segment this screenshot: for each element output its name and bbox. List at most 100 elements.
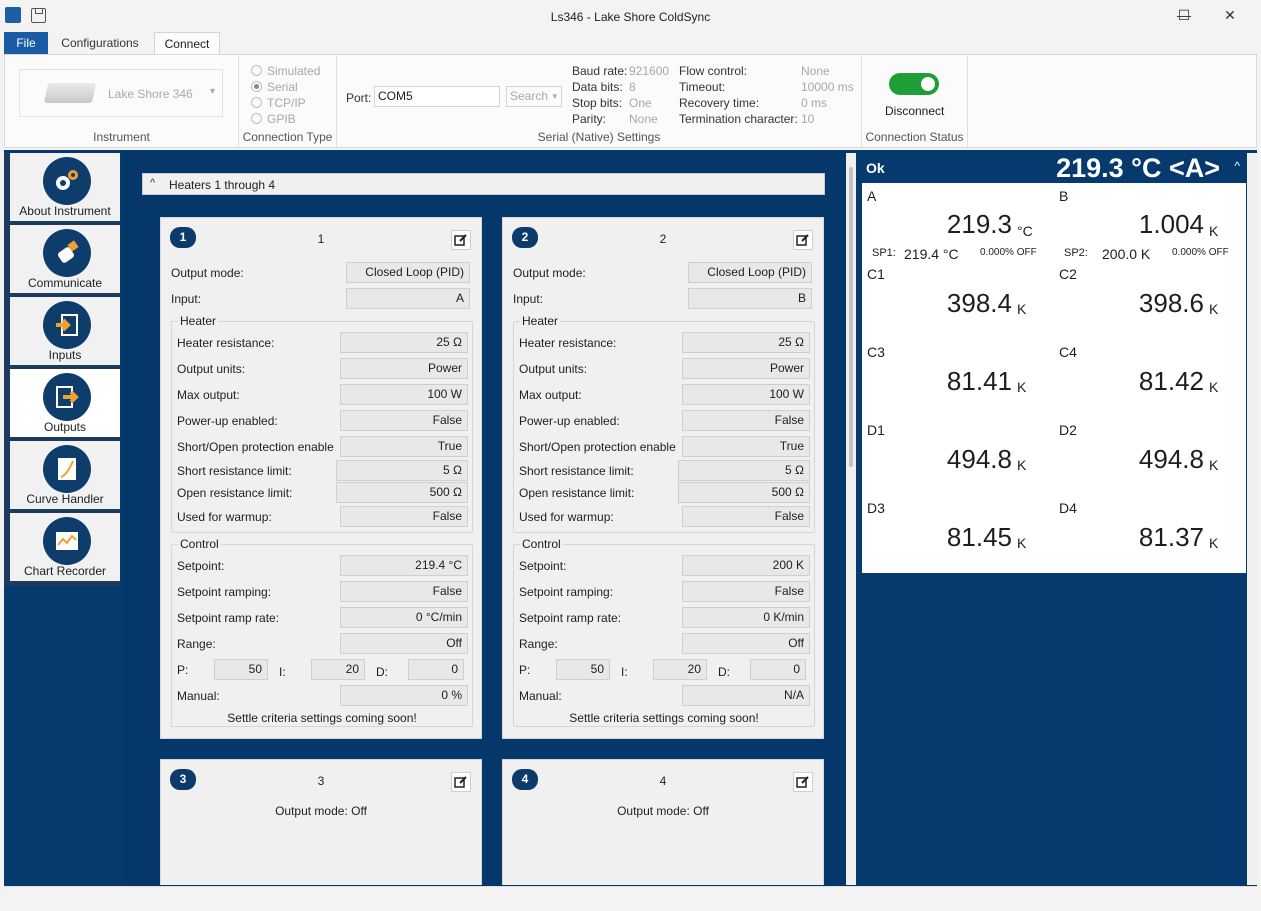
range-value[interactable]: Off (682, 633, 810, 654)
save-icon[interactable] (31, 8, 46, 23)
nav-inputs[interactable]: Inputs (10, 297, 120, 367)
warmup-value[interactable]: False (340, 506, 468, 527)
short-open-value[interactable]: True (340, 436, 468, 457)
radio-serial[interactable]: Serial (249, 79, 339, 95)
output-arrow-icon (43, 373, 91, 421)
right-scrollbar[interactable] (1247, 153, 1257, 885)
open-limit-value[interactable]: 500 Ω (678, 482, 810, 503)
edit-icon[interactable] (451, 230, 471, 250)
instrument-name: Lake Shore 346 (108, 87, 193, 101)
heater-resistance-value[interactable]: 25 Ω (340, 332, 468, 353)
input-label: Input: (513, 292, 544, 306)
port-search-select[interactable]: Search ▾ (506, 86, 562, 107)
instrument-select[interactable]: Lake Shore 346 ▾ (19, 69, 223, 117)
manual-value[interactable]: N/A (682, 685, 810, 706)
nav-label: Outputs (43, 420, 87, 434)
radio-gpib[interactable]: GPIB (249, 111, 339, 127)
minimize-button[interactable]: — (1177, 7, 1191, 23)
tab-connect[interactable]: Connect (154, 32, 220, 55)
instrument-group-label: Instrument (93, 130, 150, 144)
output-mode-value[interactable]: Closed Loop (PID) (346, 262, 470, 283)
ramp-rate-value[interactable]: 0 K/min (682, 607, 810, 628)
d-value[interactable]: 0 (750, 659, 806, 680)
nav-curve-handler[interactable]: Curve Handler (10, 441, 120, 511)
gears-icon (43, 157, 91, 205)
scrollbar-thumb[interactable] (849, 167, 853, 467)
short-limit-value[interactable]: 5 Ω (678, 460, 810, 481)
max-output-value[interactable]: 100 W (682, 384, 810, 405)
short-limit-value[interactable]: 5 Ω (336, 460, 468, 481)
i-value[interactable]: 20 (653, 659, 707, 680)
heater-badge: 3 (170, 769, 196, 790)
chevron-up-icon: ^ (150, 177, 156, 189)
range-value[interactable]: Off (340, 633, 468, 654)
nav-about-instrument[interactable]: About Instrument (10, 153, 120, 223)
output-units-value[interactable]: Power (682, 358, 810, 379)
radio-selected-icon (251, 81, 262, 92)
output-mode-summary: Output mode: Off (275, 804, 367, 818)
nav-label: Communicate (27, 276, 103, 290)
channel-reading: 1.004 (1138, 209, 1204, 239)
close-button[interactable]: ✕ (1224, 7, 1236, 23)
d-value[interactable]: 0 (408, 659, 464, 680)
p-value[interactable]: 50 (556, 659, 610, 680)
input-value[interactable]: A (346, 288, 470, 309)
tab-file[interactable]: File (4, 32, 48, 55)
manual-label: Manual: (177, 689, 220, 703)
channel-unit: K (1017, 535, 1027, 551)
channel-reading: 494.8 (946, 444, 1012, 474)
nav-communicate[interactable]: Communicate (10, 225, 120, 295)
power-up-value[interactable]: False (340, 410, 468, 431)
max-output-value[interactable]: 100 W (340, 384, 468, 405)
manual-value[interactable]: 0 % (340, 685, 468, 706)
heater-card-4: 4 4 Output mode: Off (502, 759, 824, 885)
output-units-value[interactable]: Power (340, 358, 468, 379)
input-value[interactable]: B (688, 288, 812, 309)
p-value[interactable]: 50 (214, 659, 268, 680)
power-up-value[interactable]: False (682, 410, 810, 431)
content-scrollbar[interactable] (846, 153, 856, 885)
disconnect-button[interactable]: Disconnect (885, 104, 945, 118)
ramp-rate-value[interactable]: 0 °C/min (340, 607, 468, 628)
port-input[interactable]: COM5 (374, 86, 500, 107)
i-value[interactable]: 20 (311, 659, 365, 680)
output-mode-value[interactable]: Closed Loop (PID) (688, 262, 812, 283)
open-limit-value[interactable]: 500 Ω (336, 482, 468, 503)
setpoint-value[interactable]: 200 K (682, 555, 810, 576)
short-open-value[interactable]: True (682, 436, 810, 457)
nav-chart-recorder[interactable]: Chart Recorder (10, 513, 120, 583)
heater-name: 1 (317, 232, 325, 246)
tab-configurations[interactable]: Configurations (61, 36, 139, 50)
channel-label: C2 (1059, 266, 1077, 282)
nav-label: Curve Handler (26, 492, 104, 506)
edit-icon[interactable] (793, 230, 813, 250)
edit-icon[interactable] (451, 772, 471, 792)
connection-status-label: Connection Status (865, 130, 964, 144)
warmup-value[interactable]: False (682, 506, 810, 527)
flow-control-value: None (801, 64, 830, 78)
recovery-value: 0 ms (801, 96, 828, 110)
setpoint-value[interactable]: 219.4 °C (340, 555, 468, 576)
chevron-up-icon[interactable]: ^ (1234, 159, 1240, 173)
ramping-value[interactable]: False (340, 581, 468, 602)
chart-recorder-icon (43, 517, 91, 565)
channel-reading: 81.45 (946, 522, 1012, 552)
edit-icon[interactable] (793, 772, 813, 792)
title-bar: Ls346 - Lake Shore ColdSync — (0, 0, 1261, 32)
short-open-label: Short/Open protection enable (519, 440, 676, 454)
ramping-value[interactable]: False (682, 581, 810, 602)
connection-toggle[interactable] (889, 73, 939, 95)
radio-tcpip[interactable]: TCP/IP (249, 95, 339, 111)
maximize-button[interactable]: ☐ (1177, 7, 1191, 23)
minimize-button-2[interactable] (1115, 4, 1161, 28)
heater-badge: 2 (512, 227, 538, 248)
heaters-section-header[interactable]: ^ Heaters 1 through 4 (142, 173, 825, 195)
radio-simulated[interactable]: Simulated (249, 63, 339, 79)
input-label: Input: (171, 292, 202, 306)
nav-outputs[interactable]: Outputs (10, 369, 120, 439)
headline-reading: 219.3 °C <A> (1056, 153, 1220, 183)
heater-card-2: 2 2 Output mode: Closed Loop (PID) Input… (502, 217, 824, 739)
channel-unit: K (1017, 457, 1027, 473)
heater-resistance-value[interactable]: 25 Ω (682, 332, 810, 353)
outputs-content: ^ Heaters 1 through 4 1 1 Output mode: C… (122, 153, 846, 885)
